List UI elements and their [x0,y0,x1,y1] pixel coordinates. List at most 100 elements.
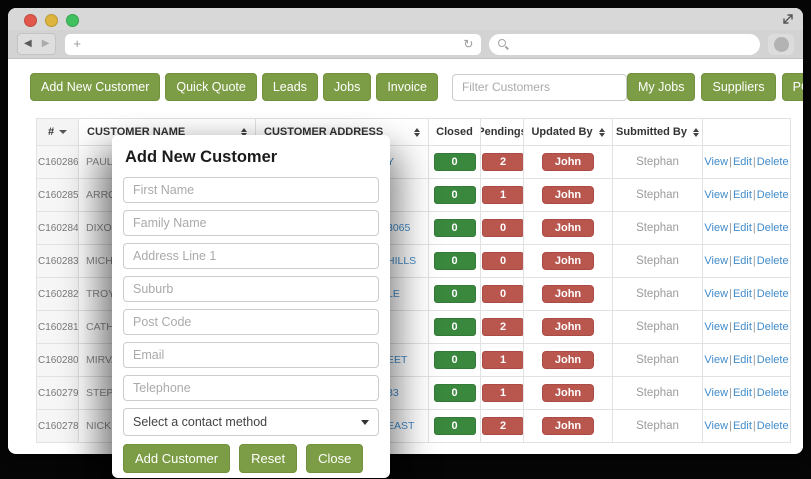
customer-id-cell: C160282 [36,277,79,311]
browser-navbar: ◀ ▶ + ↻ [8,30,803,59]
closed-badge: 0 [433,318,476,336]
pendings-count-cell: 2 [480,145,524,179]
close-button[interactable]: Close [306,444,364,473]
new-tab-icon[interactable]: + [73,36,81,51]
view-link[interactable]: View [704,387,729,399]
edit-link[interactable]: Edit [732,255,752,267]
edit-link[interactable]: Edit [732,189,752,201]
closed-count-cell: 0 [428,244,481,278]
updated-by-cell: John [523,211,613,245]
my-jobs-button[interactable]: My Jobs [626,73,696,101]
closed-count-cell: 0 [428,145,481,179]
edit-link[interactable]: Edit [732,354,752,366]
add-new-customer-button[interactable]: Add New Customer [30,73,161,101]
nav-buttons: ◀ ▶ [17,33,57,55]
closed-count-cell: 0 [428,409,481,443]
edit-link[interactable]: Edit [732,222,752,234]
leads-button[interactable]: Leads [261,73,318,101]
submitted-by-cell: Stephan [612,343,703,377]
actions-cell: View|Edit|Delete [702,211,791,245]
updated-by-cell: John [523,244,613,278]
closed-badge: 0 [433,351,476,369]
browser-search-input[interactable] [515,37,751,51]
submitted-by-cell: Stephan [612,211,703,245]
header-updated-by[interactable]: Updated By [523,118,613,146]
add-customer-submit-button[interactable]: Add Customer [123,444,231,473]
email-field[interactable] [123,342,379,368]
suburb-field[interactable] [123,276,379,302]
invoice-button[interactable]: Invoice [376,73,438,101]
close-window-icon[interactable] [24,14,37,27]
address-line-1-field[interactable] [123,243,379,269]
pendings-count-cell: 0 [480,244,524,278]
forward-button-icon[interactable]: ▶ [41,38,50,49]
view-link[interactable]: View [704,288,729,300]
edit-link[interactable]: Edit [732,420,752,432]
modal-buttons: Add Customer Reset Close [123,444,379,473]
browser-search-bar[interactable] [489,33,760,55]
delete-link[interactable]: Delete [756,420,789,432]
jobs-button[interactable]: Jobs [322,73,372,101]
view-link[interactable]: View [704,321,729,333]
address-bar[interactable]: + ↻ [65,33,482,55]
expand-icon[interactable] [781,12,795,31]
sort-icon [598,127,605,137]
browser-titlebar [8,8,803,30]
first-name-field[interactable] [123,177,379,203]
delete-link[interactable]: Delete [756,387,789,399]
header-pendings: Pendings [480,118,524,146]
suppliers-button[interactable]: Suppliers [701,73,776,101]
view-link[interactable]: View [704,156,729,168]
delete-link[interactable]: Delete [756,354,789,366]
edit-link[interactable]: Edit [732,156,752,168]
edit-link[interactable]: Edit [732,288,752,300]
delete-link[interactable]: Delete [756,288,789,300]
updated-by-badge: John [541,318,595,336]
header-row-id[interactable]: # [36,118,79,146]
view-link[interactable]: View [704,255,729,267]
url-input[interactable] [81,37,464,51]
link-separator: | [729,420,732,432]
link-separator: | [729,222,732,234]
back-button-icon[interactable]: ◀ [24,38,32,49]
delete-link[interactable]: Delete [756,321,789,333]
family-name-field[interactable] [123,210,379,236]
profile-button[interactable] [768,33,794,55]
post-code-field[interactable] [123,309,379,335]
customer-id-cell: C160283 [36,244,79,278]
updated-by-badge: John [541,153,595,171]
edit-link[interactable]: Edit [732,387,752,399]
contact-method-select[interactable]: Select a contact method [123,408,379,436]
header-row-id-label: # [47,126,55,138]
filter-customers-input[interactable] [451,73,627,101]
pendings-badge: 0 [482,252,523,270]
minimize-window-icon[interactable] [45,14,58,27]
link-separator: | [752,420,756,432]
view-link[interactable]: View [704,420,729,432]
header-pendings-label: Pendings [482,126,523,138]
telephone-field[interactable] [123,375,379,401]
refresh-icon[interactable]: ↻ [463,37,474,51]
link-separator: | [752,288,756,300]
updated-by-cell: John [523,376,613,410]
edit-link[interactable]: Edit [732,321,752,333]
delete-link[interactable]: Delete [756,255,789,267]
quick-quote-button[interactable]: Quick Quote [165,73,257,101]
link-separator: | [729,288,732,300]
delete-link[interactable]: Delete [756,222,789,234]
view-link[interactable]: View [704,354,729,366]
link-separator: | [752,222,756,234]
po-button[interactable]: PO [781,73,803,101]
header-submitted-by[interactable]: Submitted By [612,118,703,146]
customer-id-cell: C160281 [36,310,79,344]
customer-id-cell: C160285 [36,178,79,212]
view-link[interactable]: View [704,189,729,201]
delete-link[interactable]: Delete [756,156,789,168]
actions-cell: View|Edit|Delete [702,343,791,377]
closed-badge: 0 [433,186,476,204]
actions-cell: View|Edit|Delete [702,376,791,410]
delete-link[interactable]: Delete [756,189,789,201]
view-link[interactable]: View [704,222,729,234]
reset-button[interactable]: Reset [239,444,298,473]
zoom-window-icon[interactable] [66,14,79,27]
